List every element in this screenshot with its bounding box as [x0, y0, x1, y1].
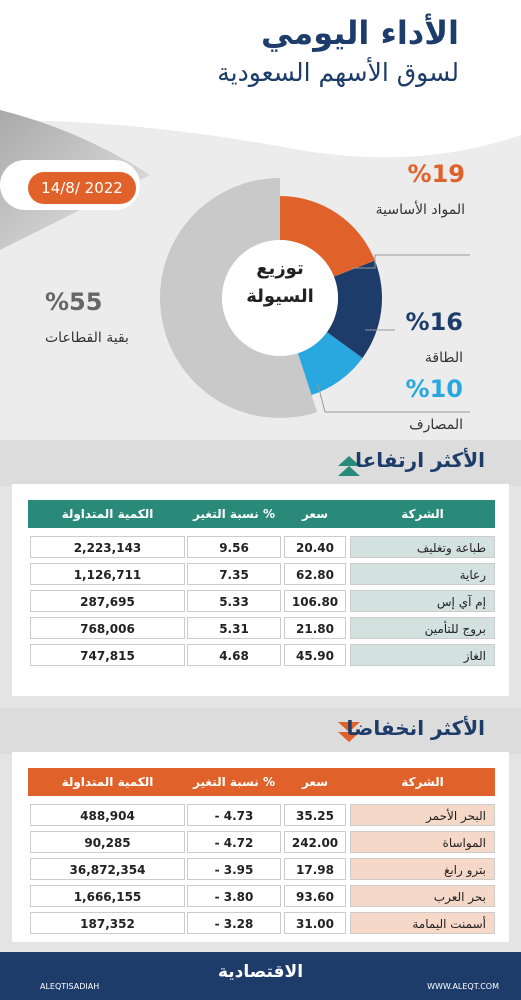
column-header: الشركة [401, 775, 444, 789]
section-bar [0, 708, 521, 754]
value-cell: 106.80 [284, 590, 346, 612]
value-cell: 7.35 [187, 563, 281, 585]
company-cell: إم آي إس [350, 590, 495, 612]
slice-name-label: المواد الأساسية [375, 202, 465, 218]
value-cell: 768,006 [30, 617, 185, 639]
footer-social: ALEQTISADIAH [40, 982, 100, 991]
value-cell: - 3.95 [187, 858, 281, 880]
table-panel: الشركة سعر الإغلاق نسبة التغير % الكمية الم… [12, 752, 509, 942]
footer-site: WWW.ALEQT.COM [427, 982, 499, 991]
slice-name-label: المصارف [409, 417, 463, 433]
value-cell: 93.60 [284, 885, 346, 907]
leader-line [352, 254, 470, 269]
table-header [28, 768, 495, 796]
table-header [28, 500, 495, 528]
value-cell: 62.80 [284, 563, 346, 585]
column-header: نسبة التغير % [193, 507, 275, 521]
value-cell: 21.80 [284, 617, 346, 639]
company-cell: البحر الأحمر [350, 804, 495, 826]
slice-value-label: %19 [407, 160, 465, 188]
company-cell: بحر العرب [350, 885, 495, 907]
up-icon [338, 456, 360, 476]
donut-center-label: توزيع السيولة [246, 258, 314, 307]
slice-value-label: %16 [405, 308, 463, 336]
donut-hole [222, 240, 338, 356]
value-cell: 17.98 [284, 858, 346, 880]
subtitle: لسوق الأسهم السعودية [217, 58, 459, 87]
company-cell: بروج للتأمين [350, 617, 495, 639]
donut-chart [160, 178, 470, 418]
slice-name-label: الطاقة [424, 350, 463, 366]
value-cell: 488,904 [30, 804, 185, 826]
value-cell: 1,666,155 [30, 885, 185, 907]
value-cell: 1,126,711 [30, 563, 185, 585]
value-cell: 9.56 [187, 536, 281, 558]
column-header: الشركة [401, 507, 444, 521]
value-cell: 2,223,143 [30, 536, 185, 558]
column-header: الكمية المتداولة [61, 775, 154, 789]
company-cell: أسمنت اليمامة [350, 912, 495, 934]
section-title: الأكثر انخفاضا [346, 716, 485, 740]
footer-brand: الاقتصادية [217, 962, 304, 982]
value-cell: 90,285 [30, 831, 185, 853]
company-cell: المواساة [350, 831, 495, 853]
value-cell: - 4.72 [187, 831, 281, 853]
down-icon [338, 722, 360, 742]
leader-line [317, 384, 470, 413]
value-cell: - 4.73 [187, 804, 281, 826]
column-header: نسبة التغير % [193, 775, 275, 789]
value-cell: 4.68 [187, 644, 281, 666]
donut-slice [326, 260, 383, 358]
slice-value-label: %55 [45, 288, 103, 316]
company-cell: بترو رابغ [350, 858, 495, 880]
column-header: سعر الإغلاق [294, 775, 335, 817]
table-panel: الشركة سعر الإغلاق نسبة التغير % الكمية الم… [12, 484, 509, 696]
value-cell: 5.31 [187, 617, 281, 639]
value-cell: 31.00 [284, 912, 346, 934]
date: 14/8/ 2022 [41, 179, 123, 197]
value-cell: 45.90 [284, 644, 346, 666]
value-cell: 5.33 [187, 590, 281, 612]
column-header: الكمية المتداولة [61, 507, 154, 521]
value-cell: 187,352 [30, 912, 185, 934]
slice-name-label: بقية القطاعات [45, 330, 129, 346]
value-cell: 35.25 [284, 804, 346, 826]
value-cell: 747,815 [30, 644, 185, 666]
section-title: الأكثر ارتفاعا [355, 448, 485, 472]
value-cell: 36,872,354 [30, 858, 185, 880]
title: الأداء اليومي [261, 14, 459, 52]
value-cell: 242.00 [284, 831, 346, 853]
section-bar [0, 440, 521, 486]
company-cell: رعاية [350, 563, 495, 585]
value-cell: 20.40 [284, 536, 346, 558]
donut-slice [280, 196, 375, 277]
value-cell: 287,695 [30, 590, 185, 612]
footer [0, 952, 521, 1000]
slice-value-label: %10 [405, 375, 463, 403]
donut-slice [297, 332, 363, 396]
value-cell: - 3.80 [187, 885, 281, 907]
column-header: سعر الإغلاق [294, 507, 335, 549]
value-cell: - 3.28 [187, 912, 281, 934]
donut-slice [160, 178, 318, 418]
company-cell: الغاز [350, 644, 495, 666]
company-cell: طباعة وتغليف [350, 536, 495, 558]
